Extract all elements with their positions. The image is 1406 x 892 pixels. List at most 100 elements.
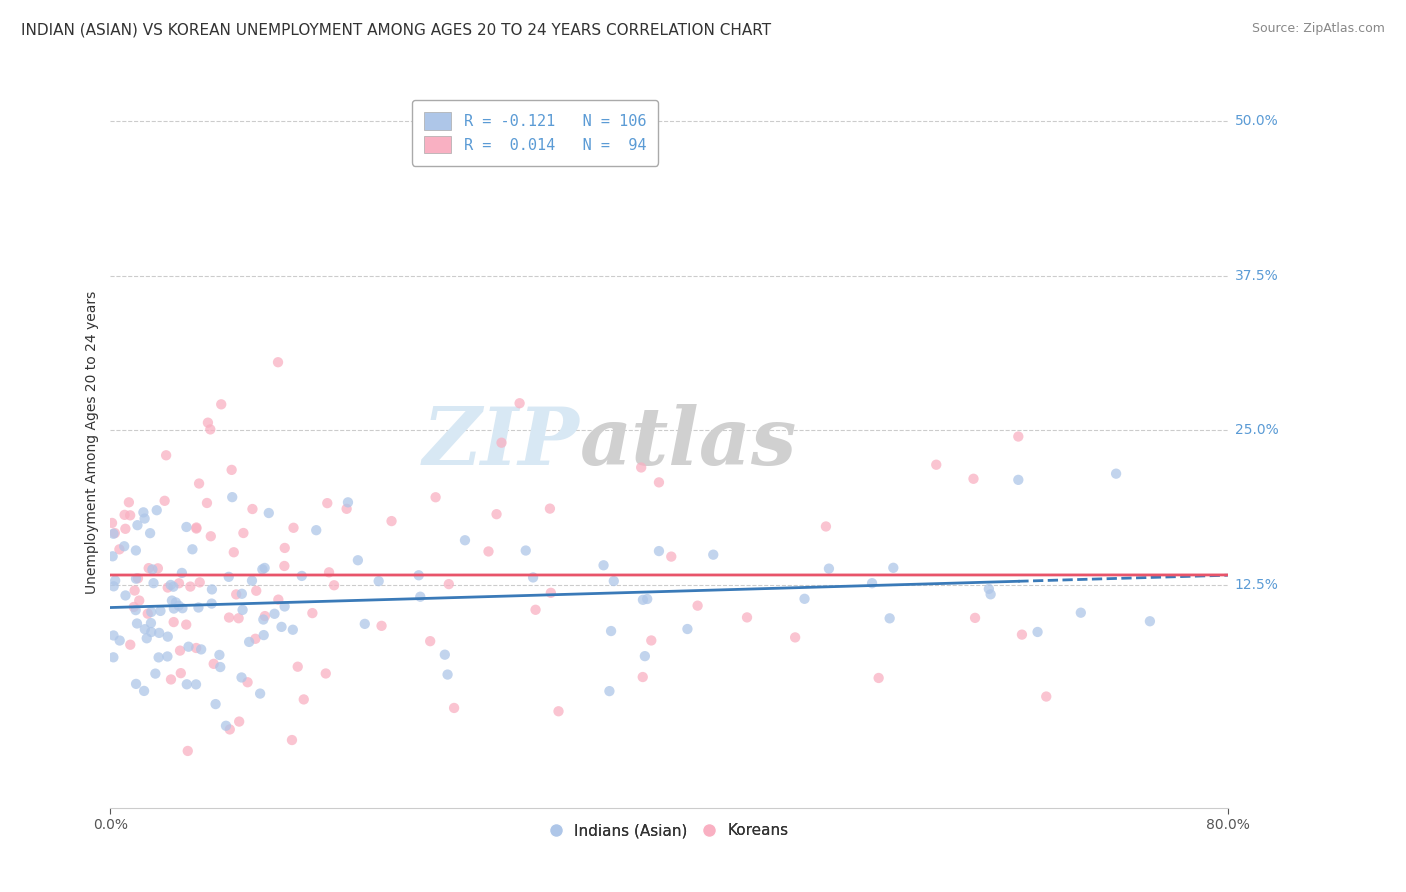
Point xyxy=(146,561,169,575)
Point xyxy=(676,622,699,636)
Point xyxy=(197,416,219,430)
Point xyxy=(170,666,193,681)
Point xyxy=(142,576,165,591)
Point xyxy=(218,723,240,737)
Point xyxy=(702,548,724,562)
Point xyxy=(163,615,186,629)
Point xyxy=(814,519,837,533)
Point xyxy=(125,543,148,558)
Point xyxy=(1007,473,1029,487)
Point xyxy=(156,649,179,664)
Point xyxy=(163,601,186,615)
Point xyxy=(336,501,359,516)
Point xyxy=(433,648,456,662)
Point xyxy=(648,544,671,558)
Point xyxy=(436,667,458,681)
Point xyxy=(245,632,267,646)
Point xyxy=(114,508,136,522)
Point xyxy=(145,503,167,517)
Point xyxy=(273,559,295,574)
Point xyxy=(252,613,274,627)
Point xyxy=(181,542,204,557)
Point xyxy=(965,611,987,625)
Point xyxy=(141,625,163,640)
Point xyxy=(201,597,224,611)
Point xyxy=(962,472,984,486)
Point xyxy=(1105,467,1128,481)
Point xyxy=(209,397,232,411)
Point xyxy=(167,599,190,613)
Point xyxy=(195,496,218,510)
Point xyxy=(367,574,389,589)
Point xyxy=(208,648,231,662)
Point xyxy=(274,541,297,555)
Point xyxy=(127,571,149,585)
Point xyxy=(257,506,280,520)
Point xyxy=(204,697,226,711)
Point xyxy=(170,566,193,580)
Point xyxy=(292,692,315,706)
Text: ZIP: ZIP xyxy=(423,404,579,482)
Point xyxy=(114,522,136,536)
Point xyxy=(104,574,127,588)
Point xyxy=(225,587,247,601)
Point xyxy=(1035,690,1057,704)
Point xyxy=(169,643,191,657)
Point xyxy=(380,514,402,528)
Point xyxy=(153,493,176,508)
Point xyxy=(263,607,285,621)
Point xyxy=(103,526,125,541)
Point xyxy=(323,578,346,592)
Point xyxy=(120,638,142,652)
Point xyxy=(222,545,245,559)
Point xyxy=(148,650,170,665)
Point xyxy=(600,624,623,638)
Point xyxy=(253,561,276,575)
Point xyxy=(103,628,125,642)
Point xyxy=(249,687,271,701)
Point xyxy=(603,574,626,588)
Point xyxy=(454,533,477,548)
Point xyxy=(200,422,222,436)
Point xyxy=(186,520,208,534)
Point xyxy=(174,617,197,632)
Point xyxy=(316,496,339,510)
Point xyxy=(231,670,253,684)
Point xyxy=(139,526,162,541)
Point xyxy=(103,579,125,593)
Point xyxy=(977,582,1000,596)
Point xyxy=(188,476,211,491)
Point xyxy=(640,633,662,648)
Text: INDIAN (ASIAN) VS KOREAN UNEMPLOYMENT AMONG AGES 20 TO 24 YEARS CORRELATION CHAR: INDIAN (ASIAN) VS KOREAN UNEMPLOYMENT AM… xyxy=(21,22,772,37)
Point xyxy=(143,666,166,681)
Point xyxy=(179,580,201,594)
Point xyxy=(159,578,181,592)
Point xyxy=(238,635,260,649)
Point xyxy=(132,684,155,698)
Point xyxy=(104,526,127,541)
Point xyxy=(686,599,709,613)
Text: 50.0%: 50.0% xyxy=(1234,114,1278,128)
Point xyxy=(267,592,290,607)
Point xyxy=(980,587,1002,601)
Point xyxy=(860,576,883,591)
Point xyxy=(818,561,841,575)
Point xyxy=(177,640,200,654)
Point xyxy=(149,604,172,618)
Point xyxy=(177,744,200,758)
Point xyxy=(491,435,513,450)
Point xyxy=(141,605,163,619)
Point xyxy=(134,511,156,525)
Point xyxy=(443,701,465,715)
Point xyxy=(1007,429,1029,443)
Point xyxy=(114,589,136,603)
Point xyxy=(477,544,499,558)
Point xyxy=(122,599,145,614)
Point xyxy=(353,616,375,631)
Point xyxy=(538,501,561,516)
Point xyxy=(631,670,654,684)
Point xyxy=(108,633,131,648)
Point xyxy=(522,570,544,584)
Y-axis label: Unemployment Among Ages 20 to 24 years: Unemployment Among Ages 20 to 24 years xyxy=(86,291,100,594)
Point xyxy=(215,719,238,733)
